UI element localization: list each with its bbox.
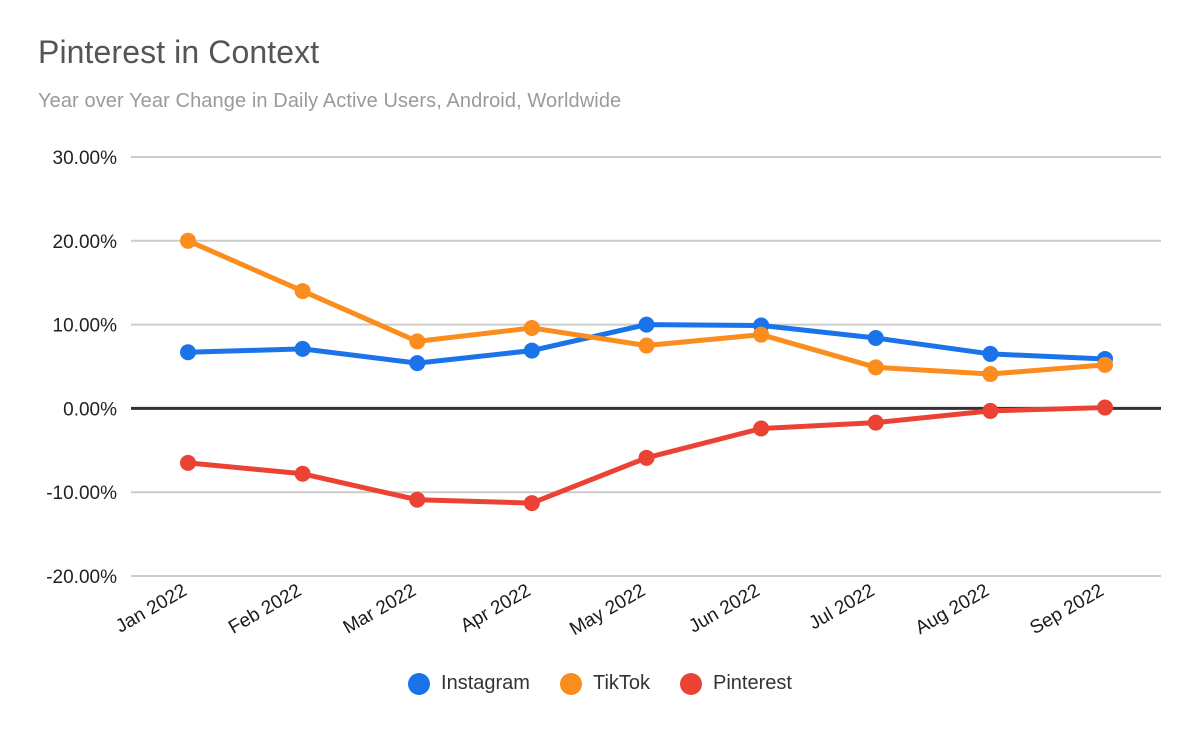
- data-point[interactable]: [180, 232, 196, 249]
- gridlines: [131, 156, 1161, 577]
- series-pinterest: [180, 399, 1113, 512]
- data-point[interactable]: [294, 340, 311, 357]
- x-axis-tick-label: Apr 2022: [457, 580, 534, 637]
- y-axis-tick-label: 20.00%: [53, 232, 118, 253]
- data-point[interactable]: [409, 333, 426, 350]
- legend-item-tiktok[interactable]: TikTok: [559, 672, 651, 695]
- data-point[interactable]: [867, 330, 884, 347]
- data-point[interactable]: [982, 402, 999, 419]
- data-point[interactable]: [753, 420, 770, 437]
- legend-swatch-icon: [559, 672, 582, 695]
- chart-subtitle: Year over Year Change in Daily Active Us…: [38, 90, 622, 112]
- legend-item-label: Instagram: [441, 672, 530, 694]
- data-point[interactable]: [180, 454, 196, 471]
- data-point[interactable]: [409, 491, 426, 508]
- data-point[interactable]: [753, 326, 770, 343]
- data-point[interactable]: [409, 355, 426, 372]
- series-tiktok: [180, 232, 1113, 383]
- legend-item-pinterest[interactable]: Pinterest: [680, 672, 792, 695]
- x-axis-tick-label: Aug 2022: [912, 580, 993, 639]
- data-point[interactable]: [638, 316, 655, 333]
- chart-legend: Instagram TikTok Pinterest: [0, 672, 1200, 695]
- data-point[interactable]: [523, 342, 540, 359]
- data-point[interactable]: [1097, 399, 1113, 416]
- data-point[interactable]: [867, 414, 884, 431]
- y-axis-tick-label: -20.00%: [46, 567, 117, 588]
- x-axis-tick-label: May 2022: [566, 580, 649, 640]
- y-axis-tick-label: -10.00%: [46, 483, 117, 504]
- y-axis-tick-label: 0.00%: [63, 399, 117, 420]
- chart-title: Pinterest in Context: [38, 34, 320, 70]
- x-axis-tick-label: Mar 2022: [340, 580, 420, 638]
- x-axis-tick-label: Jun 2022: [685, 580, 763, 637]
- legend-item-label: TikTok: [592, 672, 651, 694]
- data-point[interactable]: [638, 337, 655, 354]
- x-axis-tick-label: Sep 2022: [1027, 580, 1108, 639]
- legend-swatch-icon: [680, 672, 703, 695]
- x-axis-tick-label: Feb 2022: [225, 580, 305, 638]
- y-axis-tick-label: 30.00%: [53, 148, 118, 169]
- x-axis-tick-labels: Jan 2022 Feb 2022 Mar 2022 Apr 2022 May 2022…: [112, 580, 1107, 640]
- legend-item-label: Pinterest: [713, 672, 792, 694]
- data-point[interactable]: [1097, 356, 1113, 373]
- data-point[interactable]: [982, 366, 999, 383]
- data-point[interactable]: [867, 359, 884, 376]
- data-point[interactable]: [294, 465, 311, 482]
- y-axis-tick-labels: 30.00% 20.00% 10.00% 0.00% -10.00% -20.00%: [46, 148, 117, 588]
- data-point[interactable]: [294, 283, 311, 300]
- data-point[interactable]: [523, 319, 540, 336]
- legend-item-instagram[interactable]: Instagram: [408, 672, 530, 695]
- data-point[interactable]: [523, 495, 540, 512]
- y-axis-tick-label: 10.00%: [53, 316, 118, 337]
- data-series: [180, 232, 1113, 512]
- data-point[interactable]: [638, 449, 655, 466]
- x-axis-tick-label: Jul 2022: [806, 580, 879, 634]
- legend-swatch-icon: [408, 672, 431, 695]
- data-point[interactable]: [982, 345, 999, 362]
- x-axis-tick-label: Jan 2022: [112, 580, 190, 637]
- series-instagram: [180, 316, 1113, 372]
- data-point[interactable]: [180, 344, 196, 361]
